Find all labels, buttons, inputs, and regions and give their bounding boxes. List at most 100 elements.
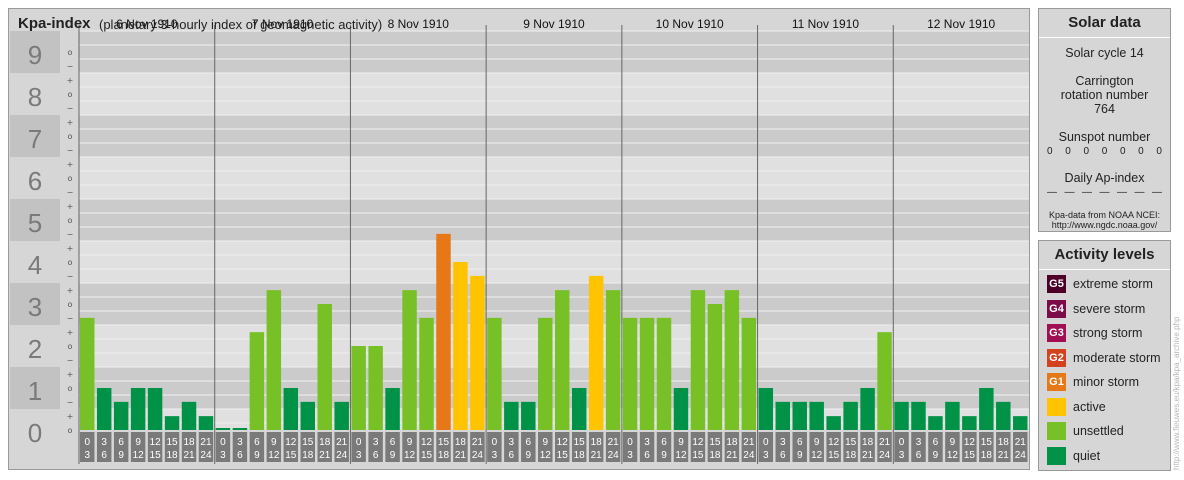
hour-label-box: [877, 432, 892, 462]
y-tick-label: 0: [28, 418, 42, 448]
hour-label-box: [181, 432, 197, 462]
hour-label-box: [249, 432, 265, 462]
hour-label-box: [538, 432, 553, 462]
activity-level-label: strong storm: [1073, 326, 1143, 340]
kp-bar: [368, 346, 383, 430]
kp-bar: [181, 401, 197, 430]
activity-level-swatch: G2: [1047, 348, 1066, 367]
hour-label-box: [826, 432, 841, 462]
hour-start-label: 21: [743, 437, 755, 448]
kp-bar: [996, 401, 1011, 430]
kp-bar: [707, 304, 723, 430]
activity-level-item: G3 strong storm: [1047, 324, 1142, 342]
hour-end-label: 18: [438, 450, 450, 461]
sunspot-value: 0: [1065, 146, 1071, 157]
hour-start-label: 18: [319, 437, 331, 448]
y-minor-label: o: [68, 174, 73, 183]
hour-start-label: 15: [574, 437, 586, 448]
hour-start-label: 9: [542, 437, 548, 448]
hour-start-label: 21: [336, 437, 348, 448]
sunspot-value: 0: [1138, 146, 1144, 157]
kp-bar: [521, 401, 536, 430]
hour-label-box: [775, 432, 790, 462]
kpa-chart-panel: 0 1 2 3 4 5 6 7 8 9 + o + o − + o − + o − + o − + o − + o − + o − + o − o −6 …: [8, 8, 1030, 470]
activity-level-swatch: [1047, 422, 1066, 440]
activity-level-item: G5 extreme storm: [1047, 275, 1153, 293]
hour-label-box: [113, 432, 129, 462]
hour-start-label: 12: [692, 437, 704, 448]
activity-level-label: quiet: [1073, 448, 1101, 463]
y-tick-label: 3: [28, 292, 42, 322]
y-minor-label: o: [68, 90, 73, 99]
activity-level-label: unsettled: [1073, 424, 1124, 438]
kp-bar: [962, 416, 977, 430]
kp-bar: [317, 304, 332, 430]
hour-end-label: 6: [237, 450, 243, 461]
hour-label-box: [707, 432, 723, 462]
hour-end-label: 24: [336, 450, 348, 461]
kp-bar: [232, 428, 248, 430]
kp-bar: [130, 388, 146, 430]
kpa-chart: 0123456789+o+o−+o−+o−+o−+o−+o−+o−+o−o−6 …: [10, 17, 1029, 466]
activity-level-swatch: G1: [1047, 373, 1066, 391]
kp-bar: [826, 416, 841, 430]
kp-bar: [571, 388, 587, 430]
hour-end-label: 9: [390, 450, 396, 461]
hour-label-box: [588, 432, 604, 462]
y-minor-label: o: [68, 216, 73, 225]
hour-end-label: 3: [899, 450, 905, 461]
activity-level-label: active: [1073, 399, 1106, 414]
hour-label-box: [521, 432, 536, 462]
hour-end-label: 3: [220, 450, 226, 461]
kp-bar: [792, 401, 807, 430]
kp-bar: [860, 388, 875, 430]
hour-end-label: 6: [644, 450, 650, 461]
kp-bar: [928, 416, 943, 430]
activity-level-label: moderate storm: [1073, 350, 1161, 365]
kp-bar: [894, 401, 909, 430]
hour-end-label: 6: [780, 450, 786, 461]
y-minor-label: −: [67, 398, 74, 407]
sunspot-label: Sunspot number: [1058, 130, 1151, 144]
hour-start-label: 6: [526, 437, 532, 448]
hour-label-box: [996, 432, 1011, 462]
hour-end-label: 15: [285, 450, 297, 461]
hour-label-box: [979, 432, 994, 462]
hour-label-box: [860, 432, 875, 462]
ap-index-value: —: [1117, 187, 1127, 198]
hour-start-label: 3: [509, 437, 515, 448]
activity-level-item: G2 moderate storm: [1047, 348, 1161, 367]
y-axis-band: [10, 409, 60, 430]
activity-level-item: unsettled: [1047, 422, 1124, 440]
y-minor-label: +: [67, 76, 74, 85]
hour-end-label: 18: [709, 450, 721, 461]
hour-end-label: 24: [472, 450, 484, 461]
kp-bar: [96, 388, 112, 430]
y-axis-band: [10, 199, 60, 241]
y-minor-label: +: [67, 370, 74, 379]
hour-label-box: [911, 432, 926, 462]
hour-end-label: 18: [166, 450, 178, 461]
activity-level-label: severe storm: [1073, 301, 1146, 316]
y-minor-label: o: [68, 300, 73, 309]
hour-label-box: [334, 432, 349, 462]
y-minor-label: +: [67, 118, 74, 127]
hour-end-label: 15: [150, 450, 162, 461]
hour-label-box: [504, 432, 519, 462]
day-label: 9 Nov 1910: [523, 17, 585, 31]
hour-start-label: 0: [220, 437, 226, 448]
hour-start-label: 3: [373, 437, 379, 448]
y-tick-label: 7: [28, 124, 42, 154]
hour-label-box: [130, 432, 146, 462]
kp-bar: [673, 388, 689, 430]
hour-start-label: 9: [678, 437, 684, 448]
solar-data-panel: Solar data Solar cycle 14 Carrington rot…: [1038, 8, 1171, 232]
hour-end-label: 24: [200, 450, 212, 461]
hour-end-label: 15: [964, 450, 976, 461]
hour-start-label: 0: [356, 437, 362, 448]
activity-level-swatch: G3: [1047, 324, 1066, 342]
hour-end-label: 24: [879, 450, 891, 461]
y-minor-label: −: [67, 356, 74, 365]
band-3: [79, 283, 1029, 325]
hour-start-label: 3: [101, 437, 107, 448]
